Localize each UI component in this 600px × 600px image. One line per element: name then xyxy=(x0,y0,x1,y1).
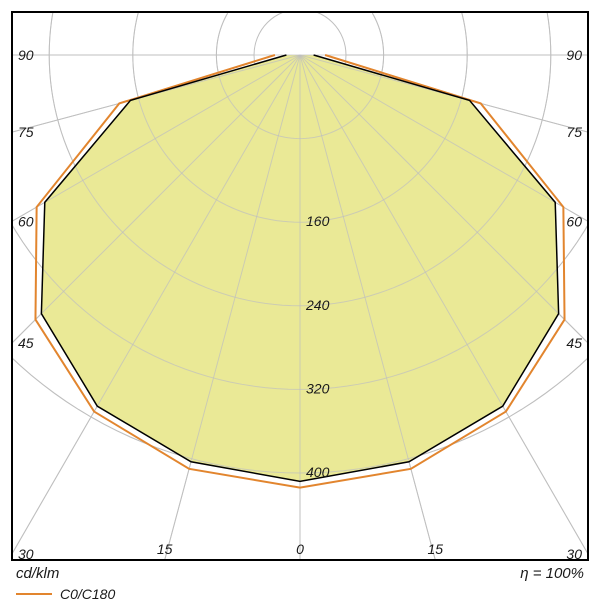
angle-label-left: 90 xyxy=(18,47,34,63)
efficiency-label: η = 100% xyxy=(520,565,584,582)
angle-label-right: 45 xyxy=(566,335,582,351)
angle-label-zero: 0 xyxy=(296,541,304,557)
angle-label-right: 30 xyxy=(566,546,582,562)
angle-label-right: 60 xyxy=(566,213,582,229)
angle-label-left: 30 xyxy=(18,546,34,562)
angle-label-left: 15 xyxy=(157,541,173,557)
ring-label: 240 xyxy=(305,297,330,313)
units-label: cd/klm xyxy=(16,565,59,582)
angle-label-right: 90 xyxy=(566,47,582,63)
polar-chart: 160 240 320 400 90 75 60 45 30 15 90 75 60 45 30 15 0 cd/… xyxy=(0,0,600,600)
angle-label-left: 75 xyxy=(18,124,34,140)
ring-label: 160 xyxy=(306,213,330,229)
angle-label-left: 60 xyxy=(18,213,34,229)
legend-label-0: C0/C180 xyxy=(60,586,115,600)
angle-label-right: 75 xyxy=(566,124,582,140)
ring-label: 400 xyxy=(306,464,330,480)
angle-label-right: 15 xyxy=(428,541,444,557)
angle-label-left: 45 xyxy=(18,335,34,351)
ring-label: 320 xyxy=(306,380,330,396)
